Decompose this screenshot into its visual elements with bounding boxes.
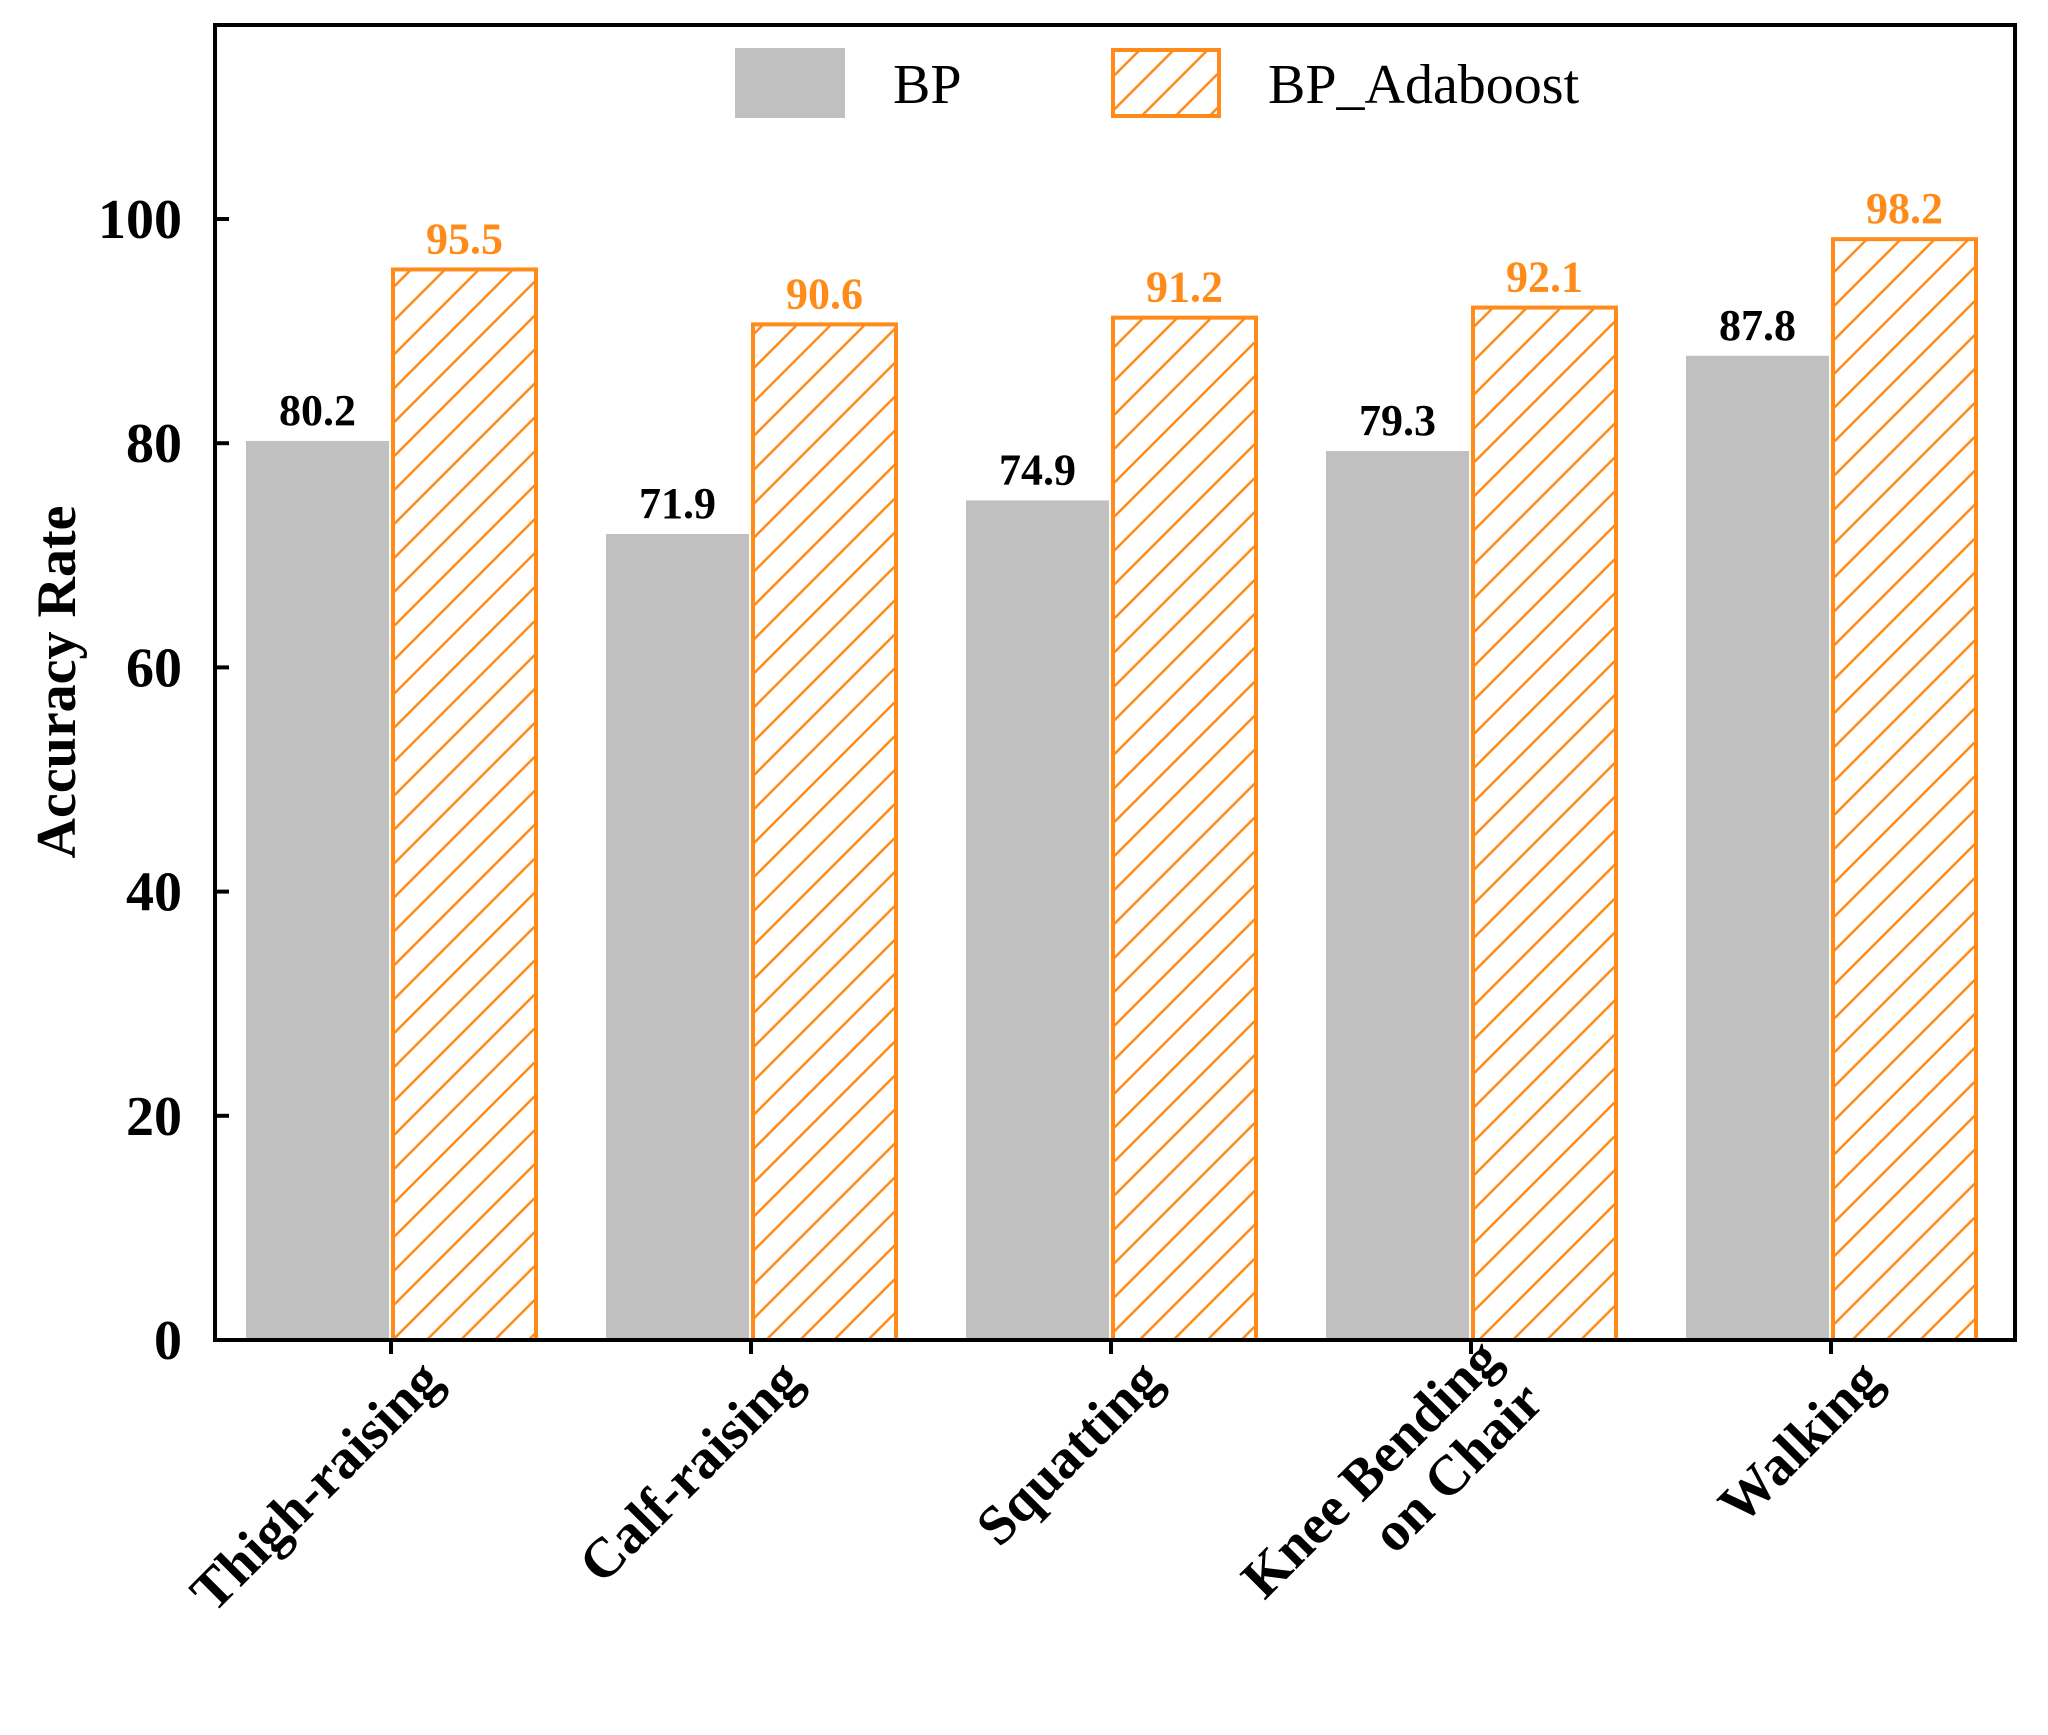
x-tick-label-thigh-raising: Thigh-raising	[179, 1349, 454, 1624]
bars-layer	[246, 237, 1978, 1343]
value-label-bp-knee-bending-on-chair: 79.3	[1359, 396, 1436, 445]
value-label-bp-adaboost-knee-bending-on-chair: 92.1	[1506, 253, 1583, 302]
bar-bp-adaboost-thigh-raising	[391, 267, 538, 1343]
bar-bp-adaboost-calf-raising	[751, 322, 898, 1342]
value-label-bp-adaboost-walking: 98.2	[1866, 184, 1943, 233]
bar-bp-walking	[1686, 355, 1829, 1341]
x-axis: Thigh-raising Calf-raising Squatting Knee B…	[179, 1328, 1894, 1624]
value-labels-layer: 80.2 71.9 74.9 79.3 87.8 95.5 90.6 91.2 92.1 98.2	[279, 184, 1943, 528]
y-tick-label-100: 100	[98, 189, 182, 251]
legend-swatch-bp	[735, 48, 845, 118]
y-tick-label-40: 40	[126, 862, 182, 924]
value-label-bp-squatting: 74.9	[999, 445, 1076, 494]
value-label-bp-adaboost-thigh-raising: 95.5	[426, 214, 503, 263]
plot-frame	[213, 23, 2017, 1342]
value-label-bp-adaboost-calf-raising: 90.6	[786, 269, 863, 318]
y-tick-label-60: 60	[126, 637, 182, 699]
x-tick-label-calf-raising: Calf-raising	[567, 1349, 813, 1595]
legend: BP BP_Adaboost	[735, 48, 1580, 118]
bar-bp-knee-bending-on-chair	[1326, 451, 1469, 1340]
y-tick-label-20: 20	[126, 1086, 182, 1148]
x-tick-label-walking: Walking	[1707, 1349, 1894, 1536]
value-label-bp-thigh-raising: 80.2	[279, 386, 356, 435]
legend-label-bp-adaboost: BP_Adaboost	[1268, 54, 1580, 116]
value-label-bp-calf-raising: 71.9	[639, 479, 716, 528]
bar-bp-adaboost-knee-bending-on-chair	[1471, 305, 1618, 1343]
bar-bp-adaboost-squatting	[1111, 315, 1258, 1342]
bar-bp-calf-raising	[606, 534, 749, 1340]
bar-bp-adaboost-walking	[1831, 237, 1978, 1343]
value-label-bp-walking: 87.8	[1719, 301, 1796, 350]
bar-bp-squatting	[966, 500, 1109, 1341]
value-label-bp-adaboost-squatting: 91.2	[1146, 263, 1223, 312]
legend-swatch-bp-adaboost	[1111, 48, 1221, 118]
y-axis: 0 20 40 60 80 100	[98, 189, 229, 1372]
x-tick-label-squatting: Squatting	[965, 1349, 1174, 1558]
bar-bp-thigh-raising	[246, 440, 389, 1340]
y-tick-label-0: 0	[154, 1310, 182, 1372]
y-axis-title: Accuracy Rate	[26, 506, 88, 859]
legend-label-bp: BP	[893, 54, 962, 116]
y-tick-label-80: 80	[126, 413, 182, 475]
